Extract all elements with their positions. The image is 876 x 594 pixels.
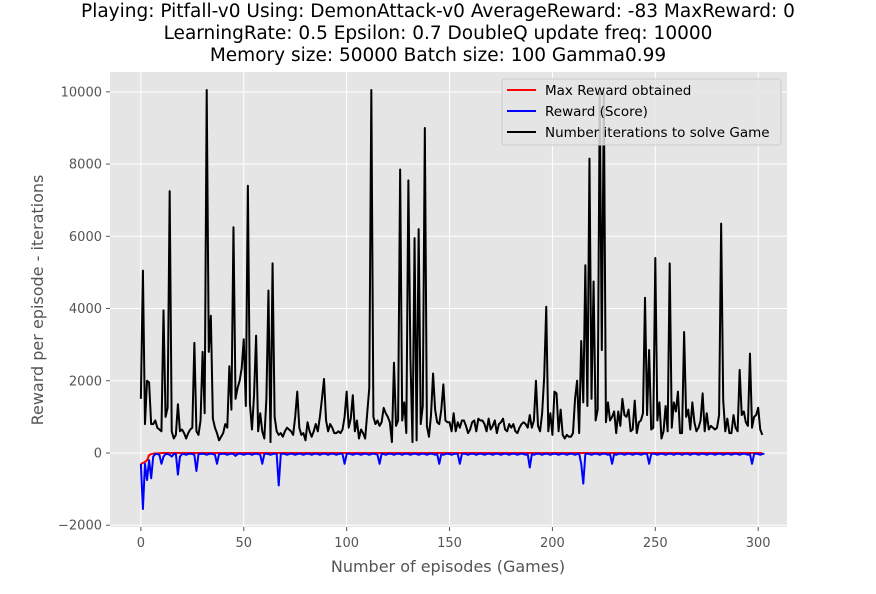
x-tick-label: 250 <box>643 536 668 551</box>
legend: Max Reward obtained Reward (Score) Number … <box>501 78 782 146</box>
y-axis-label: Reward per episode - iterations <box>28 175 47 426</box>
chart-title-line-2: LearningRate: 0.5 Epsilon: 0.7 DoubleQ u… <box>163 23 713 44</box>
x-tick-label: 50 <box>235 536 252 551</box>
series-line-3 <box>139 89 764 444</box>
series-line-1 <box>140 451 763 465</box>
tick-labels: 0 50 100 150 200 250 300 −2000 0 2000 4000 6000 8000… <box>58 85 771 551</box>
x-tick-label: 200 <box>540 536 565 551</box>
series-group <box>139 89 765 510</box>
chart-title-line-1: Playing: Pitfall-v0 Using: DemonAttack-v… <box>81 1 795 22</box>
series-line-2 <box>139 452 765 510</box>
x-tick-label: 100 <box>334 536 359 551</box>
y-tick-label: 8000 <box>69 158 102 173</box>
y-tick-label: 2000 <box>69 374 102 389</box>
x-tick-label: 150 <box>437 536 462 551</box>
chart-title-line-3: Memory size: 50000 Batch size: 100 Gamma… <box>209 45 667 66</box>
legend-box <box>501 78 782 146</box>
x-tick-label: 0 <box>137 536 145 551</box>
legend-entry: Reward (Score) <box>545 104 648 120</box>
y-tick-label: 6000 <box>69 230 102 245</box>
plot-area <box>110 72 787 527</box>
x-axis-label: Number of episodes (Games) <box>331 557 565 576</box>
y-tick-label: 0 <box>94 446 102 461</box>
x-tick-label: 300 <box>746 536 771 551</box>
legend-entry: Max Reward obtained <box>545 83 691 99</box>
y-tick-label: 10000 <box>61 85 102 100</box>
y-tick-label: 4000 <box>69 302 102 317</box>
y-tick-label: −2000 <box>58 519 102 534</box>
legend-entry: Number iterations to solve Game <box>545 125 770 141</box>
